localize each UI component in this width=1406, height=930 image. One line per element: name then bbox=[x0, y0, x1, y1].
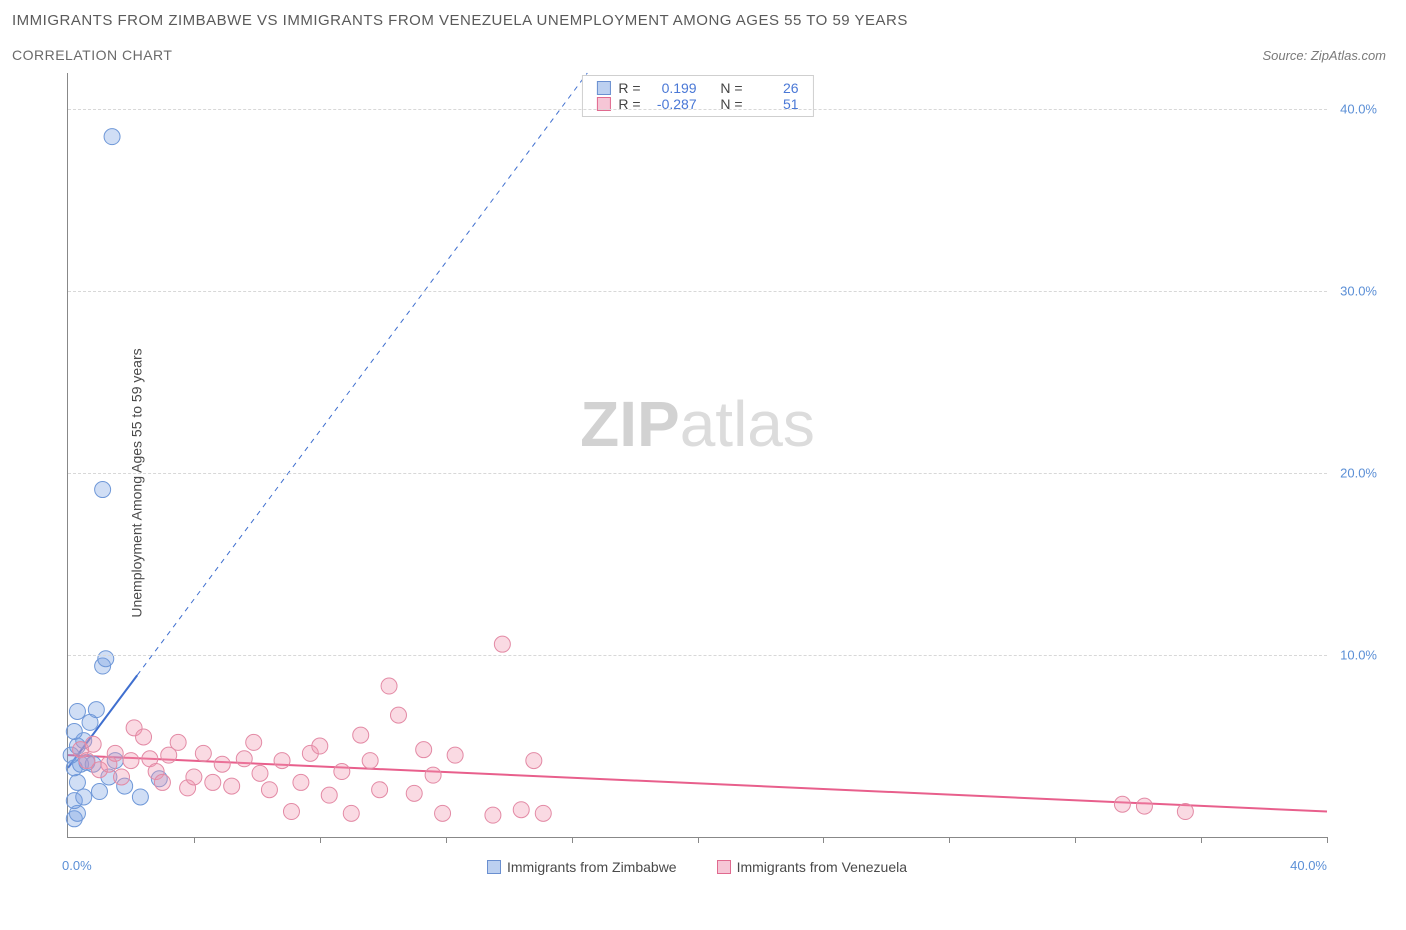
data-point-venezuela bbox=[372, 782, 388, 798]
data-point-zimbabwe bbox=[132, 789, 148, 805]
gridline bbox=[68, 291, 1327, 292]
legend: Immigrants from Zimbabwe Immigrants from … bbox=[12, 859, 1382, 875]
subtitle-row: CORRELATION CHART Source: ZipAtlas.com bbox=[12, 47, 1386, 63]
data-point-venezuela bbox=[236, 751, 252, 767]
data-point-zimbabwe bbox=[69, 703, 85, 719]
y-tick-label: 20.0% bbox=[1340, 466, 1377, 481]
data-point-venezuela bbox=[343, 805, 359, 821]
data-point-venezuela bbox=[246, 734, 262, 750]
x-tick bbox=[949, 837, 950, 843]
data-point-venezuela bbox=[224, 778, 240, 794]
data-point-venezuela bbox=[312, 738, 328, 754]
data-point-zimbabwe bbox=[104, 129, 120, 145]
data-point-venezuela bbox=[274, 753, 290, 769]
data-point-venezuela bbox=[425, 767, 441, 783]
data-point-zimbabwe bbox=[76, 789, 92, 805]
data-point-venezuela bbox=[321, 787, 337, 803]
chart-subtitle: CORRELATION CHART bbox=[12, 47, 172, 63]
data-point-venezuela bbox=[85, 736, 101, 752]
data-point-zimbabwe bbox=[98, 651, 114, 667]
data-point-venezuela bbox=[535, 805, 551, 821]
data-point-venezuela bbox=[526, 753, 542, 769]
y-tick-label: 10.0% bbox=[1340, 648, 1377, 663]
gridline bbox=[68, 473, 1327, 474]
legend-label: Immigrants from Zimbabwe bbox=[507, 859, 677, 875]
source-attribution: Source: ZipAtlas.com bbox=[1262, 48, 1386, 63]
x-tick bbox=[320, 837, 321, 843]
data-point-venezuela bbox=[362, 753, 378, 769]
stat-r-label: R = bbox=[618, 80, 640, 96]
data-point-zimbabwe bbox=[91, 784, 107, 800]
legend-label: Immigrants from Venezuela bbox=[737, 859, 907, 875]
data-point-venezuela bbox=[261, 782, 277, 798]
plot-area: ZIPatlas R =0.199 N =26R =-0.287 N =51 1… bbox=[67, 73, 1327, 838]
stat-r-value: 0.199 bbox=[649, 80, 697, 96]
data-point-venezuela bbox=[381, 678, 397, 694]
legend-item-venezuela: Immigrants from Venezuela bbox=[717, 859, 907, 875]
x-tick bbox=[823, 837, 824, 843]
correlation-stats-box: R =0.199 N =26R =-0.287 N =51 bbox=[581, 75, 813, 117]
data-point-venezuela bbox=[136, 729, 152, 745]
stats-swatch-icon bbox=[596, 81, 610, 95]
data-point-venezuela bbox=[334, 764, 350, 780]
x-tick bbox=[446, 837, 447, 843]
data-point-venezuela bbox=[390, 707, 406, 723]
gridline bbox=[68, 109, 1327, 110]
data-point-venezuela bbox=[186, 769, 202, 785]
x-tick bbox=[1201, 837, 1202, 843]
legend-item-zimbabwe: Immigrants from Zimbabwe bbox=[487, 859, 677, 875]
data-point-venezuela bbox=[283, 804, 299, 820]
stats-row-zimbabwe: R = 0.199 N = 26 bbox=[596, 80, 798, 96]
data-point-venezuela bbox=[205, 774, 221, 790]
data-point-venezuela bbox=[416, 742, 432, 758]
x-tick bbox=[1075, 837, 1076, 843]
data-point-venezuela bbox=[494, 636, 510, 652]
data-point-venezuela bbox=[123, 753, 139, 769]
y-tick-label: 30.0% bbox=[1340, 284, 1377, 299]
data-point-venezuela bbox=[107, 745, 123, 761]
stat-n-label: N = bbox=[720, 80, 742, 96]
data-point-venezuela bbox=[1114, 796, 1130, 812]
legend-swatch-icon bbox=[717, 860, 731, 874]
data-point-venezuela bbox=[513, 802, 529, 818]
data-point-venezuela bbox=[447, 747, 463, 763]
data-point-venezuela bbox=[214, 756, 230, 772]
y-tick-label: 40.0% bbox=[1340, 102, 1377, 117]
data-point-venezuela bbox=[195, 745, 211, 761]
data-point-venezuela bbox=[1136, 798, 1152, 814]
data-point-venezuela bbox=[485, 807, 501, 823]
data-point-zimbabwe bbox=[88, 702, 104, 718]
data-point-venezuela bbox=[353, 727, 369, 743]
data-point-venezuela bbox=[252, 765, 268, 781]
data-point-venezuela bbox=[293, 774, 309, 790]
x-tick bbox=[1327, 837, 1328, 843]
data-point-zimbabwe bbox=[95, 482, 111, 498]
data-point-venezuela bbox=[154, 774, 170, 790]
x-tick bbox=[698, 837, 699, 843]
data-point-venezuela bbox=[114, 769, 130, 785]
x-tick bbox=[194, 837, 195, 843]
chart-container: Unemployment Among Ages 55 to 59 years Z… bbox=[12, 73, 1382, 893]
data-point-venezuela bbox=[406, 785, 422, 801]
stat-n-value: 26 bbox=[751, 80, 799, 96]
data-point-zimbabwe bbox=[66, 723, 82, 739]
x-tick bbox=[572, 837, 573, 843]
data-point-venezuela bbox=[170, 734, 186, 750]
legend-swatch-icon bbox=[487, 860, 501, 874]
chart-title: IMMIGRANTS FROM ZIMBABWE VS IMMIGRANTS F… bbox=[12, 12, 1386, 29]
data-point-venezuela bbox=[1177, 804, 1193, 820]
gridline bbox=[68, 655, 1327, 656]
data-point-venezuela bbox=[435, 805, 451, 821]
scatter-svg bbox=[68, 73, 1327, 837]
data-point-zimbabwe bbox=[69, 774, 85, 790]
